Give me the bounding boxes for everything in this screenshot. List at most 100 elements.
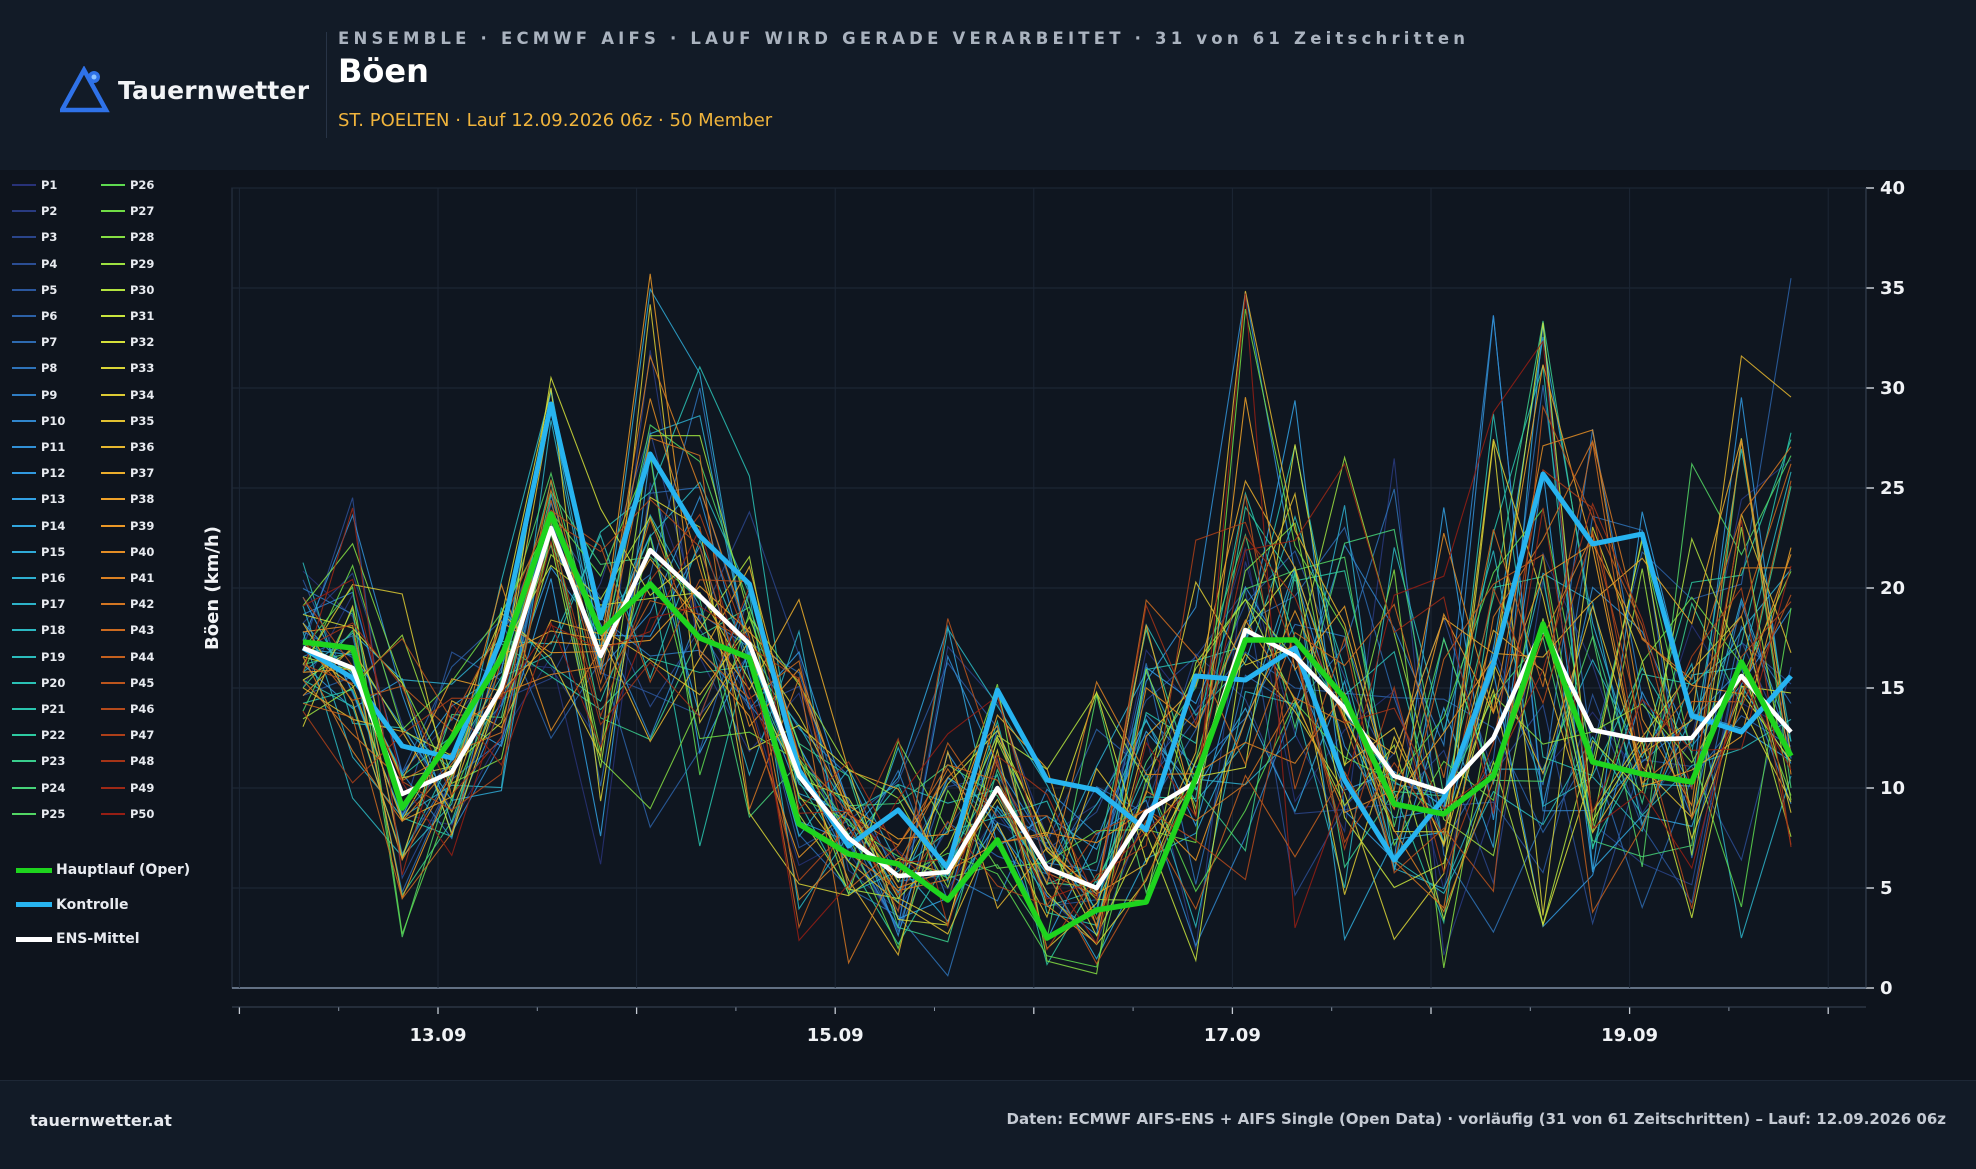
y-tick-label: 35 bbox=[1880, 278, 1905, 299]
x-tick-label: 13.09 bbox=[410, 1025, 467, 1046]
legend-item-p31[interactable]: P31 bbox=[101, 309, 154, 323]
member-line-p41 bbox=[302, 354, 1792, 913]
header: Tauernwetter ENSEMBLE · ECMWF AIFS · LAU… bbox=[0, 0, 1976, 170]
legend-item-p28[interactable]: P28 bbox=[101, 230, 154, 244]
legend-item-p3[interactable]: P3 bbox=[12, 230, 57, 244]
legend-item-p33[interactable]: P33 bbox=[101, 361, 154, 375]
member-line-p19 bbox=[302, 514, 1792, 908]
x-tick-label: 17.09 bbox=[1204, 1025, 1261, 1046]
legend-swatch bbox=[12, 655, 36, 658]
legend-item-p39[interactable]: P39 bbox=[101, 519, 154, 533]
legend-item-p23[interactable]: P23 bbox=[12, 754, 65, 768]
legend-item-p43[interactable]: P43 bbox=[101, 623, 154, 637]
legend-item-p34[interactable]: P34 bbox=[101, 388, 154, 402]
legend-item-p14[interactable]: P14 bbox=[12, 519, 65, 533]
legend-item-p32[interactable]: P32 bbox=[101, 335, 154, 349]
legend-item-p44[interactable]: P44 bbox=[101, 650, 154, 664]
legend-item-p29[interactable]: P29 bbox=[101, 257, 154, 271]
legend-label: P34 bbox=[130, 387, 155, 402]
legend-swatch bbox=[16, 867, 52, 873]
legend-item-p6[interactable]: P6 bbox=[12, 309, 57, 323]
legend-item-p48[interactable]: P48 bbox=[101, 754, 154, 768]
legend-item-p15[interactable]: P15 bbox=[12, 545, 65, 559]
legend-label: P27 bbox=[130, 204, 155, 219]
y-tick-label: 30 bbox=[1880, 378, 1905, 399]
legend-swatch bbox=[101, 262, 125, 265]
legend-item-p18[interactable]: P18 bbox=[12, 623, 65, 637]
legend-item-p45[interactable]: P45 bbox=[101, 676, 154, 690]
legend-item-p35[interactable]: P35 bbox=[101, 414, 154, 428]
legend-item-p40[interactable]: P40 bbox=[101, 545, 154, 559]
legend-item-p26[interactable]: P26 bbox=[101, 178, 154, 192]
legend-item-p37[interactable]: P37 bbox=[101, 466, 154, 480]
legend-swatch bbox=[12, 734, 36, 737]
legend-item-p8[interactable]: P8 bbox=[12, 361, 57, 375]
member-line-p31 bbox=[302, 322, 1792, 963]
legend-item-p30[interactable]: P30 bbox=[101, 283, 154, 297]
member-line-p17 bbox=[302, 420, 1792, 939]
legend-swatch bbox=[12, 262, 36, 265]
legend-item-control[interactable]: Kontrolle bbox=[16, 897, 129, 913]
legend-label: Hauptlauf (Oper) bbox=[56, 862, 191, 878]
legend-swatch bbox=[12, 550, 36, 553]
legend-item-oper[interactable]: Hauptlauf (Oper) bbox=[16, 862, 190, 878]
legend-label: P13 bbox=[41, 492, 66, 507]
legend-item-p50[interactable]: P50 bbox=[101, 807, 154, 821]
legend-item-p2[interactable]: P2 bbox=[12, 204, 57, 218]
legend-item-p17[interactable]: P17 bbox=[12, 597, 65, 611]
legend-item-p19[interactable]: P19 bbox=[12, 650, 65, 664]
legend-swatch bbox=[101, 236, 125, 239]
footer-site[interactable]: tauernwetter.at bbox=[30, 1111, 172, 1130]
legend-swatch bbox=[101, 498, 125, 501]
legend-swatch bbox=[12, 708, 36, 710]
legend-swatch bbox=[101, 760, 125, 763]
legend-swatch bbox=[12, 577, 36, 579]
legend-swatch bbox=[101, 708, 125, 710]
legend-item-p38[interactable]: P38 bbox=[101, 492, 154, 506]
legend-label: P21 bbox=[41, 702, 66, 716]
logo[interactable]: Tauernwetter bbox=[60, 66, 309, 114]
legend-swatch bbox=[12, 681, 36, 684]
legend-item-p21[interactable]: P21 bbox=[12, 702, 65, 716]
legend-item-p5[interactable]: P5 bbox=[12, 283, 57, 297]
legend-item-p1[interactable]: P1 bbox=[12, 178, 57, 192]
legend-item-p42[interactable]: P42 bbox=[101, 597, 154, 611]
legend-item-p13[interactable]: P13 bbox=[12, 492, 65, 506]
location-run-subtitle: ST. POELTEN · Lauf 12.09.2026 06z · 50 M… bbox=[338, 110, 773, 131]
legend-item-p7[interactable]: P7 bbox=[12, 335, 57, 349]
x-tick-label: 19.09 bbox=[1601, 1025, 1658, 1046]
legend-item-p4[interactable]: P4 bbox=[12, 257, 57, 271]
legend-item-p49[interactable]: P49 bbox=[101, 781, 154, 795]
legend-label: P24 bbox=[41, 780, 66, 795]
legend-item-p36[interactable]: P36 bbox=[101, 440, 154, 454]
legend-label: P36 bbox=[130, 440, 155, 454]
legend-item-p25[interactable]: P25 bbox=[12, 807, 65, 821]
legend-label: P25 bbox=[41, 806, 66, 821]
legend-item-p12[interactable]: P12 bbox=[12, 466, 65, 480]
legend-item-p11[interactable]: P11 bbox=[12, 440, 65, 454]
legend-item-ens-mean[interactable]: ENS-Mittel bbox=[16, 931, 140, 947]
legend-label: P31 bbox=[130, 309, 155, 323]
legend-swatch bbox=[101, 786, 125, 789]
legend-item-p22[interactable]: P22 bbox=[12, 728, 65, 742]
legend-label: ENS-Mittel bbox=[56, 931, 140, 947]
legend-item-p41[interactable]: P41 bbox=[101, 571, 154, 585]
y-tick-label: 25 bbox=[1880, 478, 1905, 499]
legend-label: Kontrolle bbox=[56, 896, 129, 913]
legend-item-p20[interactable]: P20 bbox=[12, 676, 65, 690]
legend-swatch bbox=[101, 577, 125, 579]
legend-item-p10[interactable]: P10 bbox=[12, 414, 65, 428]
legend-item-p16[interactable]: P16 bbox=[12, 571, 65, 585]
member-line-p48 bbox=[302, 502, 1792, 903]
legend-item-p47[interactable]: P47 bbox=[101, 728, 154, 742]
legend-item-p27[interactable]: P27 bbox=[101, 204, 154, 218]
legend-item-p24[interactable]: P24 bbox=[12, 781, 65, 795]
legend-label: P17 bbox=[41, 597, 66, 612]
legend-label: P11 bbox=[41, 440, 66, 454]
legend-item-p9[interactable]: P9 bbox=[12, 388, 57, 402]
legend-item-p46[interactable]: P46 bbox=[101, 702, 154, 716]
legend-label: P42 bbox=[130, 597, 155, 612]
legend-swatch bbox=[101, 184, 125, 186]
legend-swatch bbox=[101, 315, 125, 317]
legend-label: P2 bbox=[41, 204, 58, 219]
